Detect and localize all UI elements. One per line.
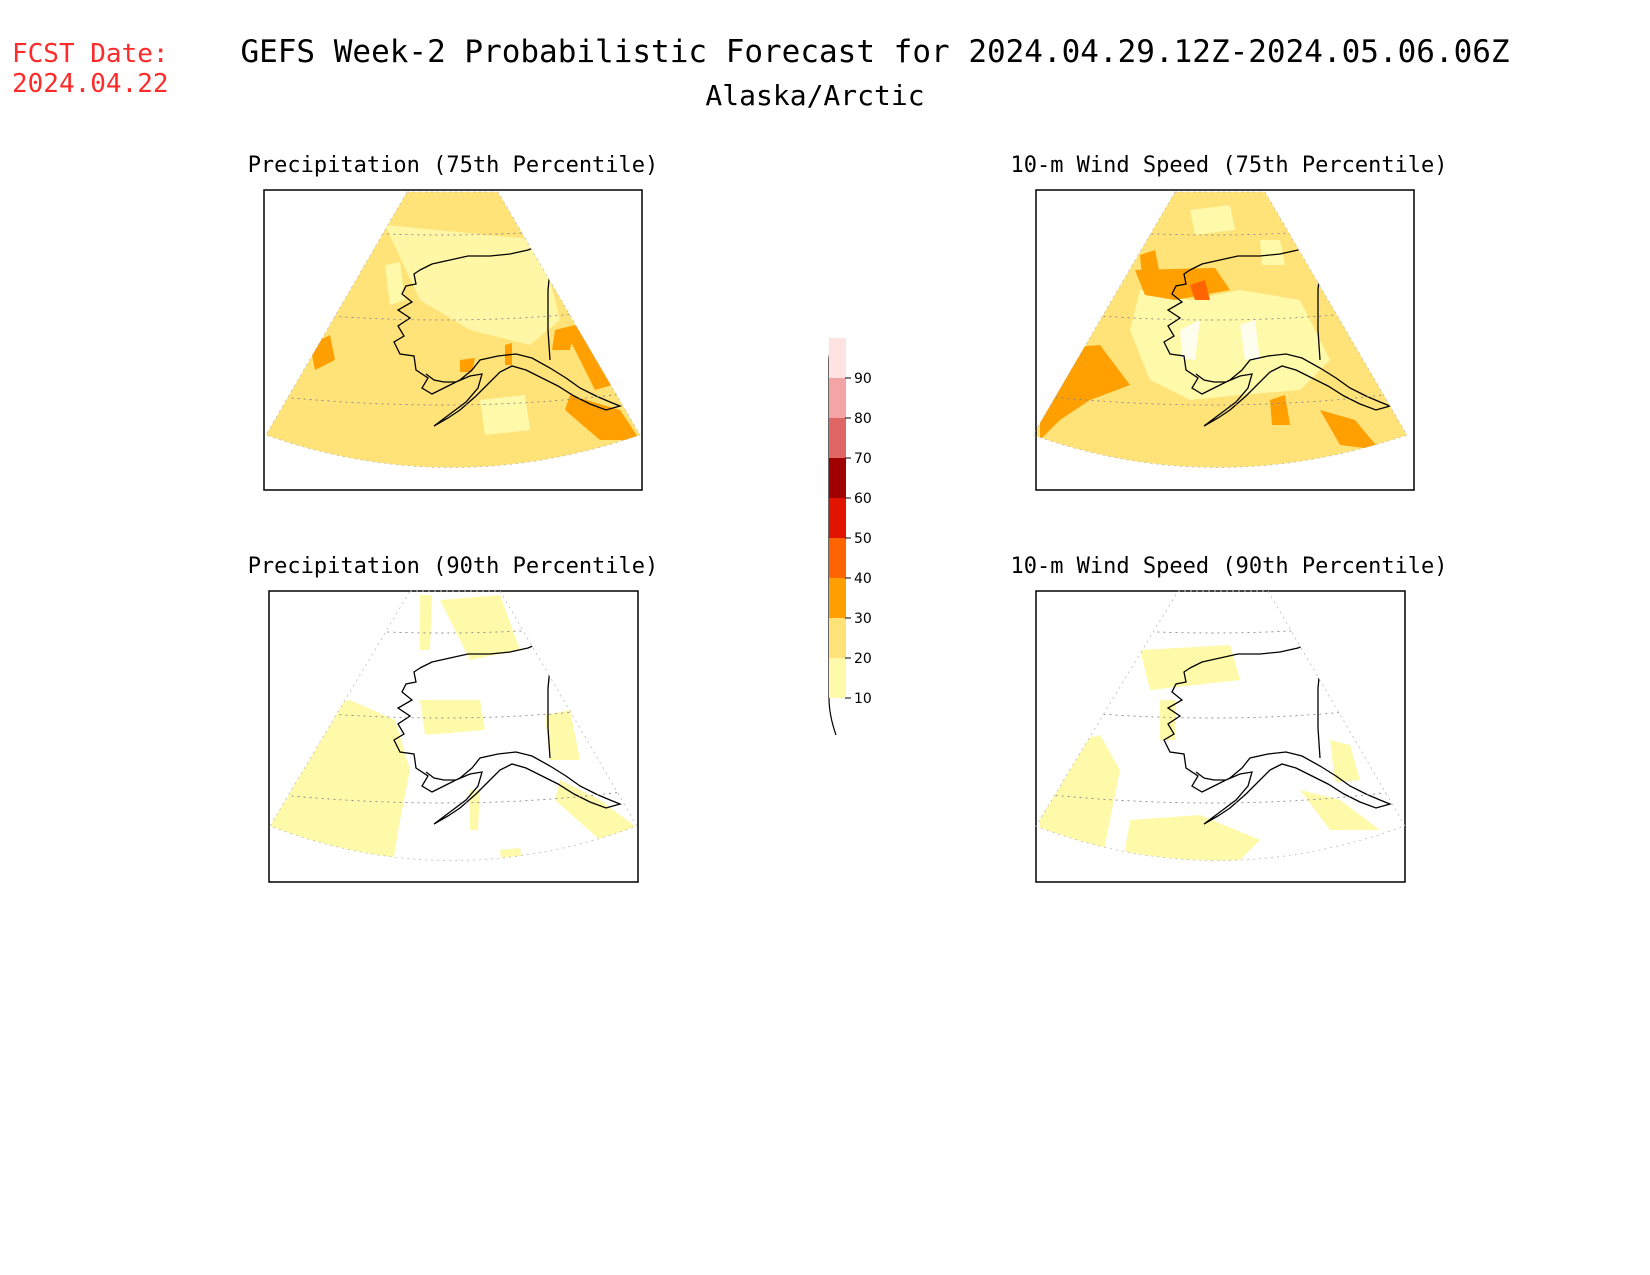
colorbar-label: 20: [854, 651, 872, 667]
panel-title: 10-m Wind Speed (90th Percentile): [1010, 554, 1447, 579]
coastline-path: [1163, 641, 1393, 825]
colorbar-swatch: [829, 498, 846, 538]
colorbar-label: 30: [854, 611, 872, 627]
colorbar-swatch: [829, 618, 846, 658]
map-panel-precip-75: Precipitation (75th Percentile): [248, 153, 659, 491]
map-domain-outline: [269, 590, 638, 861]
colorbar: 10 20 30 40 50 60 70 80 90: [828, 337, 872, 736]
map-panel-wind-90: 10-m Wind Speed (90th Percentile): [1010, 554, 1448, 883]
colorbar-swatch: [829, 658, 846, 698]
coastline-path: [393, 641, 623, 825]
graticule-line: [1036, 617, 1405, 634]
panel-title: Precipitation (90th Percentile): [248, 554, 659, 579]
figure-title: GEFS Week-2 Probabilistic Forecast for 2…: [240, 34, 1509, 70]
colorbar-swatch: [829, 538, 846, 578]
colorbar-swatch: [829, 578, 846, 618]
coastline-path: [393, 243, 623, 427]
map-domain-outline: [1035, 590, 1406, 861]
colorbar-swatch: [829, 458, 846, 498]
colorbar-label: 80: [854, 411, 872, 427]
map-panel-wind-75: 10-m Wind Speed (75th Percentile): [1010, 153, 1448, 491]
colorbar-label: 90: [854, 371, 872, 387]
map-panel-precip-90: Precipitation (90th Percentile): [248, 554, 659, 883]
probability-shading: [1040, 645, 1380, 861]
probability-shading: [270, 595, 637, 861]
colorbar-label: 70: [854, 451, 872, 467]
colorbar-labels: 10 20 30 40 50 60 70 80 90: [845, 371, 872, 707]
fcst-date-value: 2024.04.22: [12, 69, 169, 99]
colorbar-swatch: [829, 378, 846, 418]
coastline-path: [1163, 243, 1393, 427]
colorbar-swatch: [829, 338, 846, 378]
probability-shading: [266, 192, 640, 468]
colorbar-label: 40: [854, 571, 872, 587]
colorbar-label: 50: [854, 531, 872, 547]
colorbar-swatch: [829, 418, 846, 458]
colorbar-label: 60: [854, 491, 872, 507]
fcst-date-label: FCST Date:: [12, 39, 169, 69]
graticule-line: [1036, 702, 1405, 719]
panel-title: Precipitation (75th Percentile): [248, 153, 659, 178]
colorbar-swatches: [829, 338, 846, 698]
colorbar-label: 10: [854, 691, 872, 707]
panel-title: 10-m Wind Speed (75th Percentile): [1010, 153, 1447, 178]
graticule-line: [270, 617, 637, 634]
region-label: Alaska/Arctic: [705, 79, 924, 112]
